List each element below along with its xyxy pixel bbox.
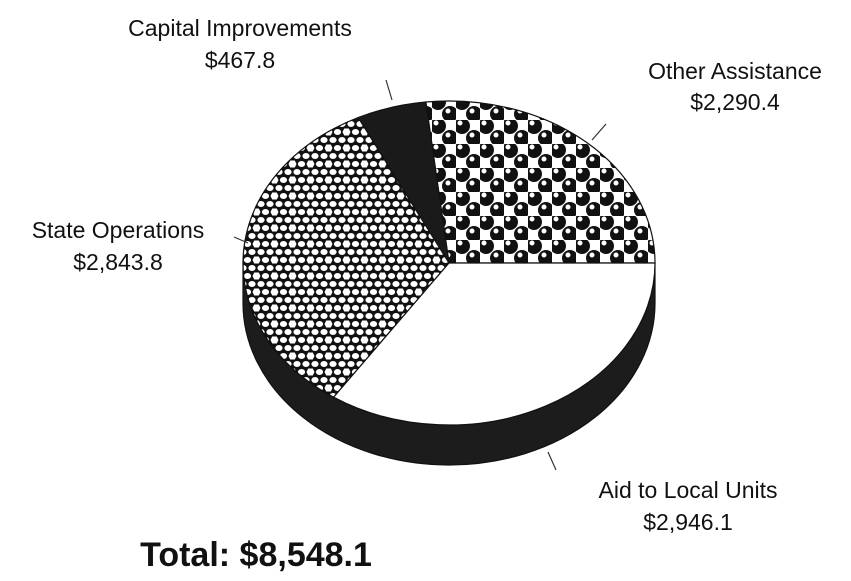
leader-line [385,79,393,101]
leader-line [233,236,249,244]
value-label: $467.8 [205,47,275,73]
pie [242,100,656,426]
slice-label: Capital Improvements [128,15,352,41]
pie-slice [332,262,656,426]
value-label: $2,946.1 [643,509,733,535]
value-label: $2,843.8 [73,249,163,275]
value-label: $2,290.4 [690,89,780,115]
leader-line [547,451,557,471]
pie-slice [425,100,656,264]
leader-line [591,123,607,141]
slice-label: State Operations [32,217,205,243]
chart-title: Total: $8,548.1 [140,536,372,574]
slice-label: Aid to Local Units [599,477,778,503]
slice-label: Other Assistance [648,58,822,84]
pie-slice [242,116,450,398]
